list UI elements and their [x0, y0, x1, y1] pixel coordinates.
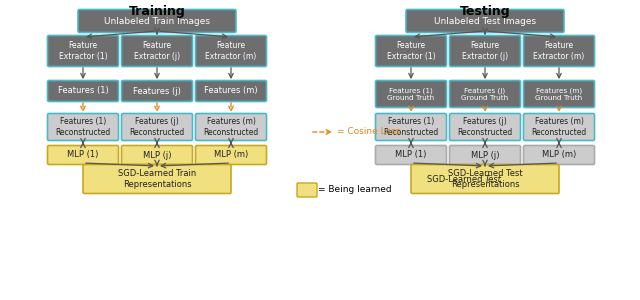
Text: MLP (m): MLP (m): [542, 151, 576, 160]
FancyBboxPatch shape: [524, 35, 595, 67]
FancyBboxPatch shape: [47, 146, 118, 164]
Text: Features (j): Features (j): [133, 86, 181, 95]
Text: Feature
Extractor (j): Feature Extractor (j): [462, 41, 508, 61]
FancyBboxPatch shape: [83, 164, 231, 194]
Text: Unlabeled Train Images: Unlabeled Train Images: [104, 16, 210, 26]
Text: SGD-Learned: SGD-Learned: [427, 175, 485, 184]
Text: MLP (1): MLP (1): [396, 151, 427, 160]
FancyBboxPatch shape: [47, 35, 118, 67]
Text: Features (j)
Reconstructed: Features (j) Reconstructed: [458, 117, 513, 137]
Text: Features (1): Features (1): [58, 86, 108, 95]
FancyBboxPatch shape: [47, 80, 118, 101]
Text: Features (1)
Reconstructed: Features (1) Reconstructed: [383, 117, 438, 137]
FancyBboxPatch shape: [195, 146, 266, 164]
Text: Training: Training: [129, 5, 186, 18]
FancyBboxPatch shape: [297, 183, 317, 197]
Text: MLP (j): MLP (j): [471, 151, 499, 160]
FancyBboxPatch shape: [524, 146, 595, 164]
Text: Feature
Extractor (m): Feature Extractor (m): [205, 41, 257, 61]
FancyBboxPatch shape: [406, 10, 564, 32]
FancyBboxPatch shape: [195, 80, 266, 101]
Text: Features (m)
Reconstructed: Features (m) Reconstructed: [531, 117, 587, 137]
Text: MLP (j): MLP (j): [143, 151, 172, 160]
FancyBboxPatch shape: [376, 146, 447, 164]
Text: Features (j)
Reconstructed: Features (j) Reconstructed: [129, 117, 184, 137]
Text: Feature
Extractor (1): Feature Extractor (1): [387, 41, 435, 61]
Text: SGD-Learned Train
Representations: SGD-Learned Train Representations: [118, 169, 196, 189]
FancyBboxPatch shape: [449, 113, 520, 140]
Text: SGD-Learned Test
Representations: SGD-Learned Test Representations: [448, 169, 522, 189]
Text: Features (j)
Ground Truth: Features (j) Ground Truth: [461, 87, 509, 101]
Text: Feature
Extractor (m): Feature Extractor (m): [533, 41, 584, 61]
FancyBboxPatch shape: [47, 113, 118, 140]
Text: Feature
Extractor (1): Feature Extractor (1): [59, 41, 108, 61]
Text: Features (m): Features (m): [204, 86, 258, 95]
FancyBboxPatch shape: [449, 35, 520, 67]
Text: Features (m)
Reconstructed: Features (m) Reconstructed: [204, 117, 259, 137]
FancyBboxPatch shape: [449, 80, 520, 107]
FancyBboxPatch shape: [78, 10, 236, 32]
FancyBboxPatch shape: [122, 113, 193, 140]
Text: = Being learned: = Being learned: [318, 185, 392, 194]
FancyBboxPatch shape: [411, 164, 559, 194]
FancyBboxPatch shape: [524, 80, 595, 107]
Text: Testing: Testing: [460, 5, 510, 18]
FancyBboxPatch shape: [195, 35, 266, 67]
Text: Unlabeled Test Images: Unlabeled Test Images: [434, 16, 536, 26]
FancyBboxPatch shape: [524, 113, 595, 140]
Text: Test: Test: [485, 175, 502, 184]
FancyBboxPatch shape: [376, 35, 447, 67]
FancyBboxPatch shape: [122, 80, 193, 101]
FancyBboxPatch shape: [376, 80, 447, 107]
FancyBboxPatch shape: [449, 146, 520, 164]
FancyBboxPatch shape: [122, 35, 193, 67]
Text: MLP (1): MLP (1): [67, 151, 99, 160]
Text: Features (m)
Ground Truth: Features (m) Ground Truth: [536, 87, 582, 101]
FancyBboxPatch shape: [195, 113, 266, 140]
Text: MLP (m): MLP (m): [214, 151, 248, 160]
Text: Features (1)
Reconstructed: Features (1) Reconstructed: [56, 117, 111, 137]
FancyBboxPatch shape: [376, 113, 447, 140]
FancyBboxPatch shape: [122, 146, 193, 164]
Text: Features (1)
Ground Truth: Features (1) Ground Truth: [387, 87, 435, 101]
Text: Feature
Extractor (j): Feature Extractor (j): [134, 41, 180, 61]
Text: = Cosine Loss: = Cosine Loss: [337, 128, 400, 136]
